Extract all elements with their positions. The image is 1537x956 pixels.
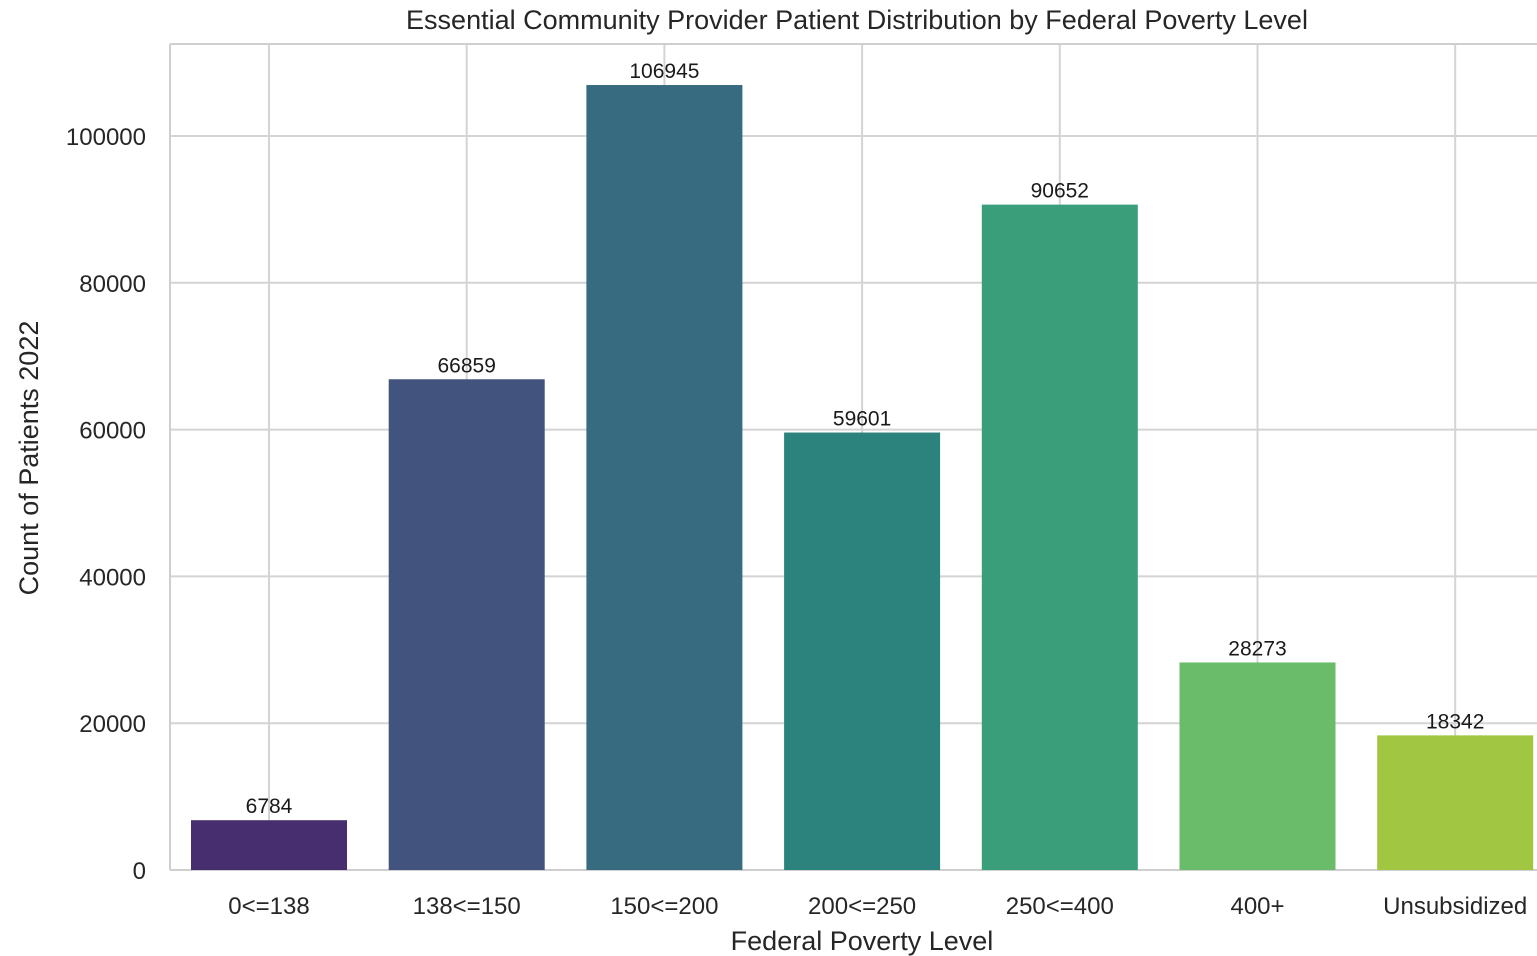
x-tick-label: 150<=200	[610, 893, 718, 920]
bar-value-label: 28273	[1228, 637, 1286, 660]
y-tick-label: 20000	[79, 711, 146, 738]
bar-5	[1179, 662, 1336, 870]
x-tick-label: 250<=400	[1006, 893, 1114, 920]
x-tick-label: Unsubsidized	[1383, 893, 1527, 920]
chart-title: Essential Community Provider Patient Dis…	[406, 5, 1308, 35]
x-tick-label: 400+	[1230, 893, 1284, 920]
x-tick-label: 0<=138	[228, 893, 309, 920]
bar-4	[981, 204, 1138, 870]
bar-value-label: 59601	[833, 408, 891, 431]
bar-6	[1377, 735, 1534, 870]
bar-value-label: 66859	[437, 354, 495, 377]
x-axis-label: Federal Poverty Level	[731, 926, 994, 956]
bar-2	[586, 85, 743, 871]
y-tick-label: 100000	[66, 124, 146, 151]
bar-value-label: 18342	[1426, 710, 1484, 733]
bars	[191, 85, 1534, 871]
bar-1	[388, 379, 545, 870]
bar-value-label: 106945	[629, 60, 699, 83]
x-tick-label: 138<=150	[413, 893, 521, 920]
y-tick-label: 0	[133, 858, 146, 885]
y-tick-label: 40000	[79, 564, 146, 591]
y-tick-label: 80000	[79, 271, 146, 298]
y-tick-labels: 0 20000 40000 60000 80000 100000	[66, 124, 146, 885]
y-axis-label: Count of Patients 2022	[14, 321, 44, 596]
bar-value-label: 90652	[1031, 180, 1089, 203]
y-tick-label: 60000	[79, 418, 146, 445]
x-tick-label: 200<=250	[808, 893, 916, 920]
x-tick-labels: 0<=138 138<=150 150<=200 200<=250 250<=400 40…	[228, 893, 1527, 920]
bar-value-label: 6784	[246, 795, 293, 818]
bar-0	[191, 820, 347, 870]
bar-3	[784, 432, 941, 870]
data-labels: 6784 66859 106945 59601 90652 28273 18342	[246, 60, 1485, 818]
